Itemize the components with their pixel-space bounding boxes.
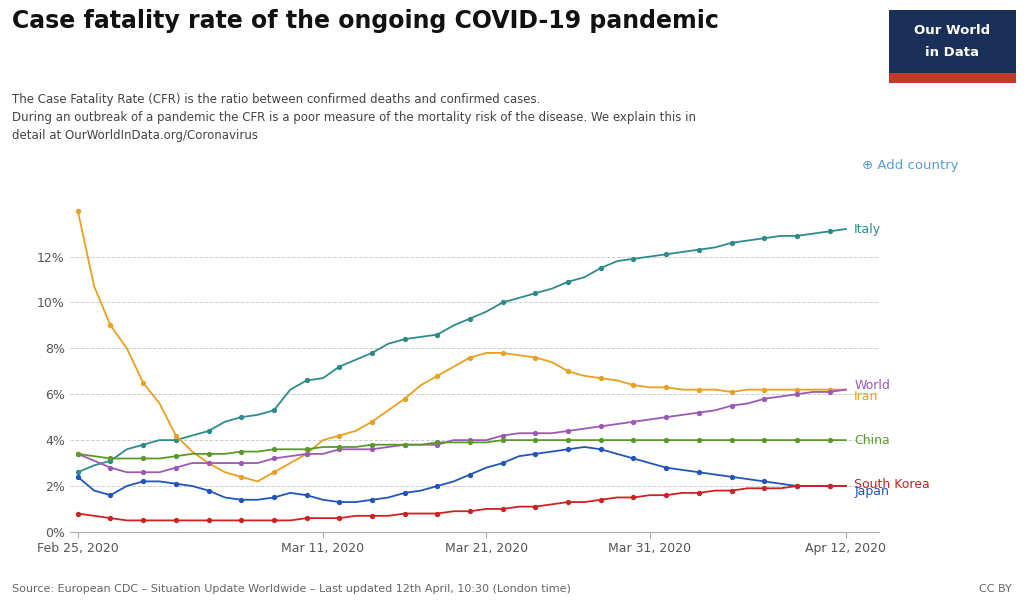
Text: CC BY: CC BY <box>979 584 1012 594</box>
Text: Source: European CDC – Situation Update Worldwide – Last updated 12th April, 10:: Source: European CDC – Situation Update … <box>12 584 571 594</box>
Text: ⊕ Add country: ⊕ Add country <box>862 159 958 172</box>
Text: China: China <box>854 433 890 447</box>
Text: World: World <box>854 379 890 391</box>
Text: in Data: in Data <box>926 46 979 59</box>
Text: Iran: Iran <box>854 390 879 403</box>
Text: Japan: Japan <box>854 485 889 498</box>
Bar <box>889 73 1016 83</box>
Text: Italy: Italy <box>854 222 882 236</box>
Text: The Case Fatality Rate (CFR) is the ratio between confirmed deaths and confirmed: The Case Fatality Rate (CFR) is the rati… <box>12 93 696 142</box>
Text: Our World: Our World <box>914 23 990 37</box>
Text: South Korea: South Korea <box>854 478 930 492</box>
Text: Case fatality rate of the ongoing COVID-19 pandemic: Case fatality rate of the ongoing COVID-… <box>12 9 719 33</box>
